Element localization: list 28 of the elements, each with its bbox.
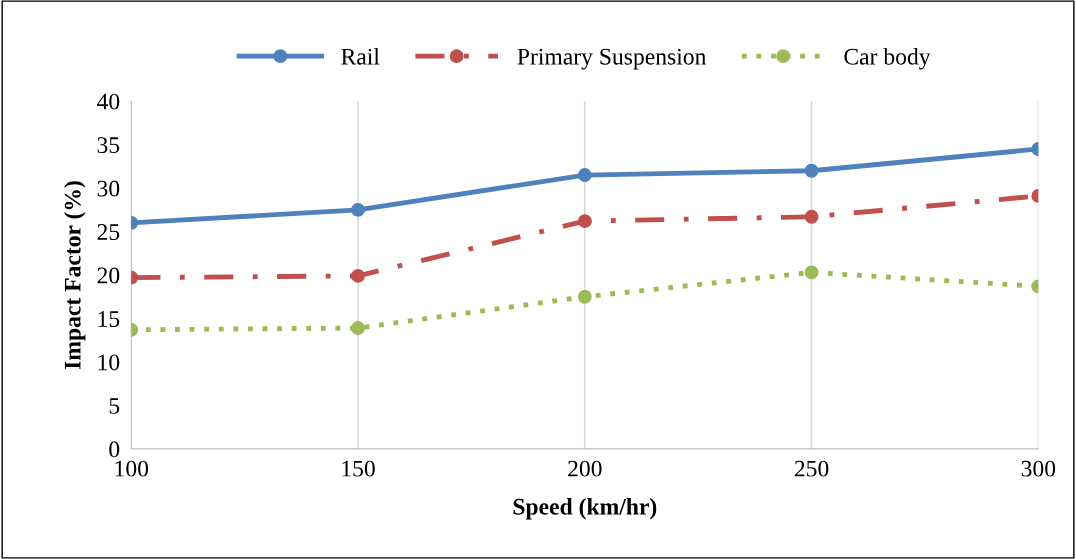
point (351, 268, 365, 283)
point (804, 209, 819, 224)
point (577, 214, 592, 229)
x-tick-label: 250 (794, 460, 829, 477)
y-tick-label: 40 (97, 93, 120, 110)
legend-label: Car body (844, 48, 931, 70)
y-tick-label: 10 (98, 354, 120, 371)
legend-label: Rail (341, 48, 380, 65)
point (577, 289, 592, 304)
x-tick-label: 100 (115, 460, 149, 477)
x-tick-label: 150 (342, 460, 375, 477)
x-axis-title: Speed (km/hr) (513, 498, 657, 520)
y-tick-label: 15 (98, 311, 120, 327)
x-tick-label: 200 (568, 460, 602, 477)
y-tick-label: 5 (109, 398, 120, 414)
y-tick-label: 30 (97, 180, 120, 197)
y-axis-title: Impact Factor (%) (64, 181, 86, 370)
legend-label: Primary Suspension (517, 48, 707, 70)
y-tick-label: 25 (97, 224, 120, 240)
point (577, 168, 592, 183)
y-tick-label: 0 (109, 441, 120, 458)
y-tick-label: 20 (97, 267, 120, 284)
x-tick-label: 300 (1021, 460, 1056, 477)
point (804, 265, 819, 280)
point (351, 321, 365, 335)
point (804, 163, 819, 178)
y-tick-label: 35 (97, 137, 120, 154)
point (351, 202, 365, 217)
